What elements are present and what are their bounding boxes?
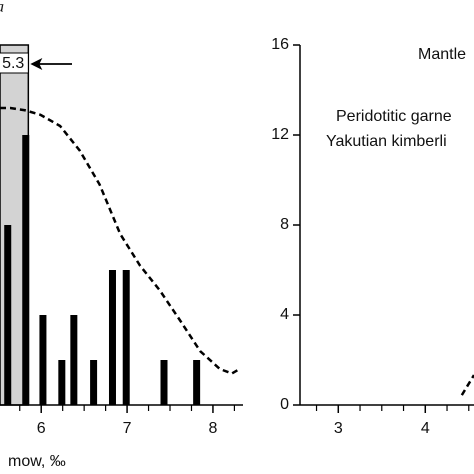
x-tick-label: 3	[334, 420, 343, 437]
highlight-label: 5.3	[2, 55, 24, 72]
x-axis-label: mow, ‰	[8, 453, 66, 470]
bar	[122, 270, 130, 405]
arrow-head	[30, 58, 43, 70]
highlight-label-box	[0, 52, 29, 74]
density-curve	[460, 374, 474, 396]
x-tick-label: 7	[123, 420, 132, 437]
y-tick-label: 8	[280, 216, 289, 233]
y-tick-label: 4	[280, 306, 289, 323]
bar	[160, 360, 168, 405]
panel-label: a	[0, 0, 4, 16]
y-tick-label: 12	[271, 126, 289, 143]
bar	[4, 225, 12, 405]
bar	[58, 360, 66, 405]
annotation: Yakutian kimberli	[326, 133, 447, 150]
density-curve	[0, 106, 241, 375]
bar	[70, 315, 78, 405]
y-tick-label: 16	[271, 36, 289, 53]
x-tick-label: 8	[208, 420, 217, 437]
bar	[90, 360, 98, 405]
bar	[22, 135, 30, 405]
y-tick-label: 0	[280, 396, 289, 413]
bar	[39, 315, 47, 405]
annotation: Mantle	[418, 46, 466, 63]
bar	[108, 270, 116, 405]
x-tick-label: 6	[37, 420, 46, 437]
annotation: Peridotitic garne	[336, 108, 452, 125]
bar	[193, 360, 201, 405]
x-tick-label: 4	[421, 420, 430, 437]
